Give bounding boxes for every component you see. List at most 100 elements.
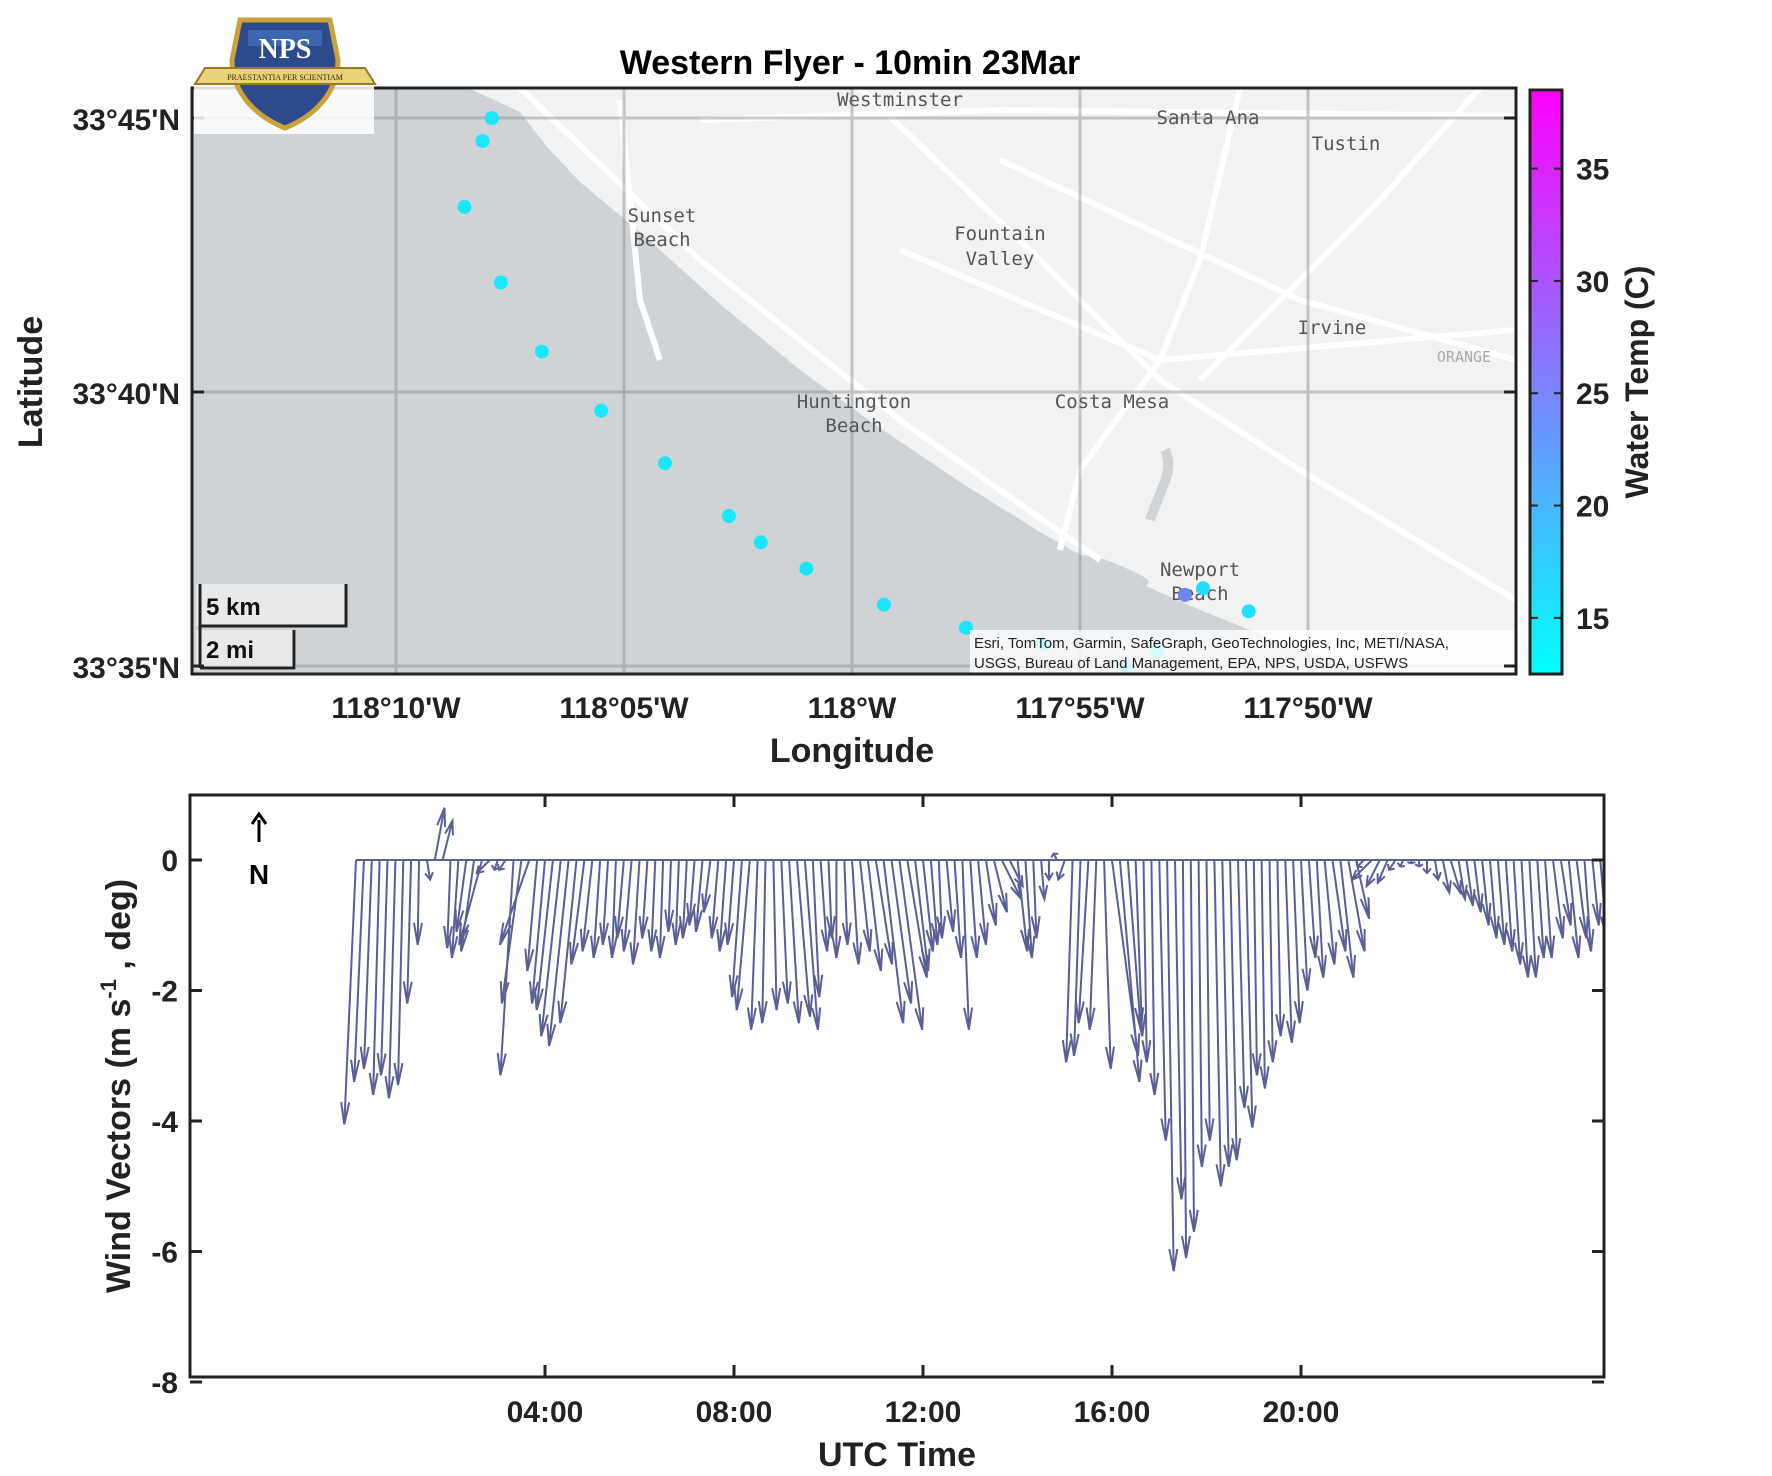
lat-tick: 33°35'N bbox=[72, 652, 180, 685]
wind-vector-shaft bbox=[922, 859, 934, 952]
colorbar-gradient bbox=[1528, 88, 1564, 676]
wind-vector bbox=[929, 859, 941, 946]
wind-vector-shaft bbox=[1052, 853, 1058, 861]
wind-vector-shaft bbox=[1073, 859, 1082, 1056]
newport-harbor bbox=[1055, 555, 1149, 592]
wind-vector bbox=[678, 859, 689, 939]
wind-vector bbox=[393, 859, 405, 1086]
wind-vector-head bbox=[831, 935, 842, 959]
colorbar-tick-label: 25 bbox=[1576, 378, 1609, 411]
wind-vector bbox=[1237, 859, 1249, 1109]
north-label: N bbox=[249, 859, 269, 890]
wind-vector bbox=[1481, 859, 1492, 926]
wind-vector bbox=[961, 859, 974, 1030]
wind-vector bbox=[898, 859, 925, 1031]
wind-vector-head bbox=[1513, 942, 1524, 965]
wind-vector-head bbox=[771, 987, 782, 1011]
wind-vector-shaft bbox=[1024, 859, 1033, 958]
wind-vector-shaft bbox=[526, 859, 539, 971]
wind-vector-head bbox=[569, 942, 579, 965]
attribution-line-1: Esri, TomTom, Garmin, SafeGraph, GeoTech… bbox=[974, 635, 1449, 652]
wind-vector-head bbox=[1619, 923, 1627, 945]
wind-vector-head bbox=[384, 1075, 395, 1099]
wind-vector bbox=[985, 859, 998, 926]
wind-vector-head bbox=[557, 1000, 568, 1024]
wind-vector-shaft bbox=[1481, 859, 1490, 926]
wind-vector bbox=[851, 859, 863, 965]
wind-vector-shaft bbox=[1221, 859, 1230, 1167]
wind-vector-head bbox=[448, 935, 459, 959]
wind-vector-shaft bbox=[641, 859, 649, 939]
wind-vector-head bbox=[1337, 928, 1348, 952]
wind-vector-shaft bbox=[1229, 859, 1238, 1161]
wind-vector-shaft bbox=[1365, 859, 1381, 887]
wind-vector-shaft bbox=[1552, 859, 1564, 939]
wind-x-tick-label: 08:00 bbox=[696, 1396, 773, 1429]
label-fountain: Fountain bbox=[954, 223, 1046, 245]
wind-vector-shaft bbox=[953, 859, 962, 958]
wind-vector-head bbox=[671, 922, 682, 946]
wind-vector bbox=[1365, 859, 1381, 889]
wind-vector-head bbox=[1038, 884, 1049, 903]
arrow-up-icon bbox=[250, 811, 268, 825]
wind-y-tick-label: 0 bbox=[161, 845, 178, 878]
wind-vector-head bbox=[1505, 928, 1516, 952]
wind-vector bbox=[1552, 859, 1565, 939]
wind-vector-shaft bbox=[898, 859, 924, 1030]
wind-vector bbox=[1292, 859, 1304, 1024]
lon-tick-labels: 118°10'W 118°05'W 118°W 117°55'W 117°50'… bbox=[331, 692, 1373, 725]
wind-vector-head bbox=[1452, 880, 1462, 896]
wind-vector bbox=[1559, 859, 1573, 926]
wind-vector-head bbox=[925, 928, 936, 952]
wind-vector-shaft bbox=[1528, 859, 1537, 978]
wind-vector-shaft bbox=[1065, 859, 1074, 1063]
wind-vector bbox=[1323, 859, 1338, 965]
wind-vector bbox=[376, 859, 389, 1076]
wind-vector-shaft bbox=[500, 859, 523, 1004]
wind-vector bbox=[1520, 859, 1532, 978]
wind-vector bbox=[977, 859, 989, 946]
wind-vector-head bbox=[1688, 949, 1696, 971]
wind-vector bbox=[914, 859, 931, 972]
wind-vector bbox=[433, 807, 446, 861]
wind-vector-head bbox=[987, 902, 998, 926]
wind-vector-shaft bbox=[650, 859, 657, 952]
label-orange: ORANGE bbox=[1437, 348, 1491, 366]
track-point bbox=[457, 199, 472, 214]
wind-vector bbox=[1085, 859, 1098, 1030]
wind-vector bbox=[1118, 859, 1143, 1083]
wind-vector-shaft bbox=[1174, 859, 1183, 1200]
wind-vector-shaft bbox=[441, 820, 454, 861]
wind-vector-shaft bbox=[616, 859, 625, 939]
wind-vector-head bbox=[920, 948, 931, 972]
wind-vector bbox=[1284, 859, 1296, 1043]
wind-vector-head bbox=[1355, 929, 1366, 952]
wind-vector-shaft bbox=[761, 859, 767, 1024]
wind-vector-head bbox=[638, 915, 649, 939]
wind-vector bbox=[614, 859, 625, 939]
track-point bbox=[484, 111, 499, 126]
wind-vector-shaft bbox=[372, 859, 381, 1095]
wind-vector-head bbox=[546, 1023, 557, 1047]
wind-vector-head bbox=[350, 1059, 361, 1083]
wind-vector bbox=[1504, 859, 1516, 952]
wind-vector-shaft bbox=[969, 859, 978, 958]
wind-vector bbox=[771, 859, 782, 1011]
wind-vector-shaft bbox=[1166, 859, 1175, 1272]
wind-vector-head bbox=[1136, 1013, 1147, 1037]
wind-vector-head bbox=[413, 922, 423, 945]
wind-vector bbox=[1196, 859, 1207, 1167]
wind-vector-shaft bbox=[1457, 859, 1466, 900]
wind-vector bbox=[599, 859, 610, 946]
wind-vector-head bbox=[1473, 893, 1484, 913]
wind-vector-shaft bbox=[1441, 859, 1451, 893]
wind-vector-head bbox=[1030, 916, 1041, 939]
wind-vector bbox=[448, 859, 460, 959]
wind-vector-head bbox=[590, 935, 601, 959]
wind-vector-head bbox=[746, 1007, 757, 1030]
track-point bbox=[1196, 581, 1211, 596]
wind-vector-shaft bbox=[681, 859, 688, 939]
wind-vector-shaft bbox=[695, 859, 704, 932]
wind-vector-head bbox=[997, 892, 1008, 913]
wind-vector-head bbox=[1545, 935, 1556, 959]
